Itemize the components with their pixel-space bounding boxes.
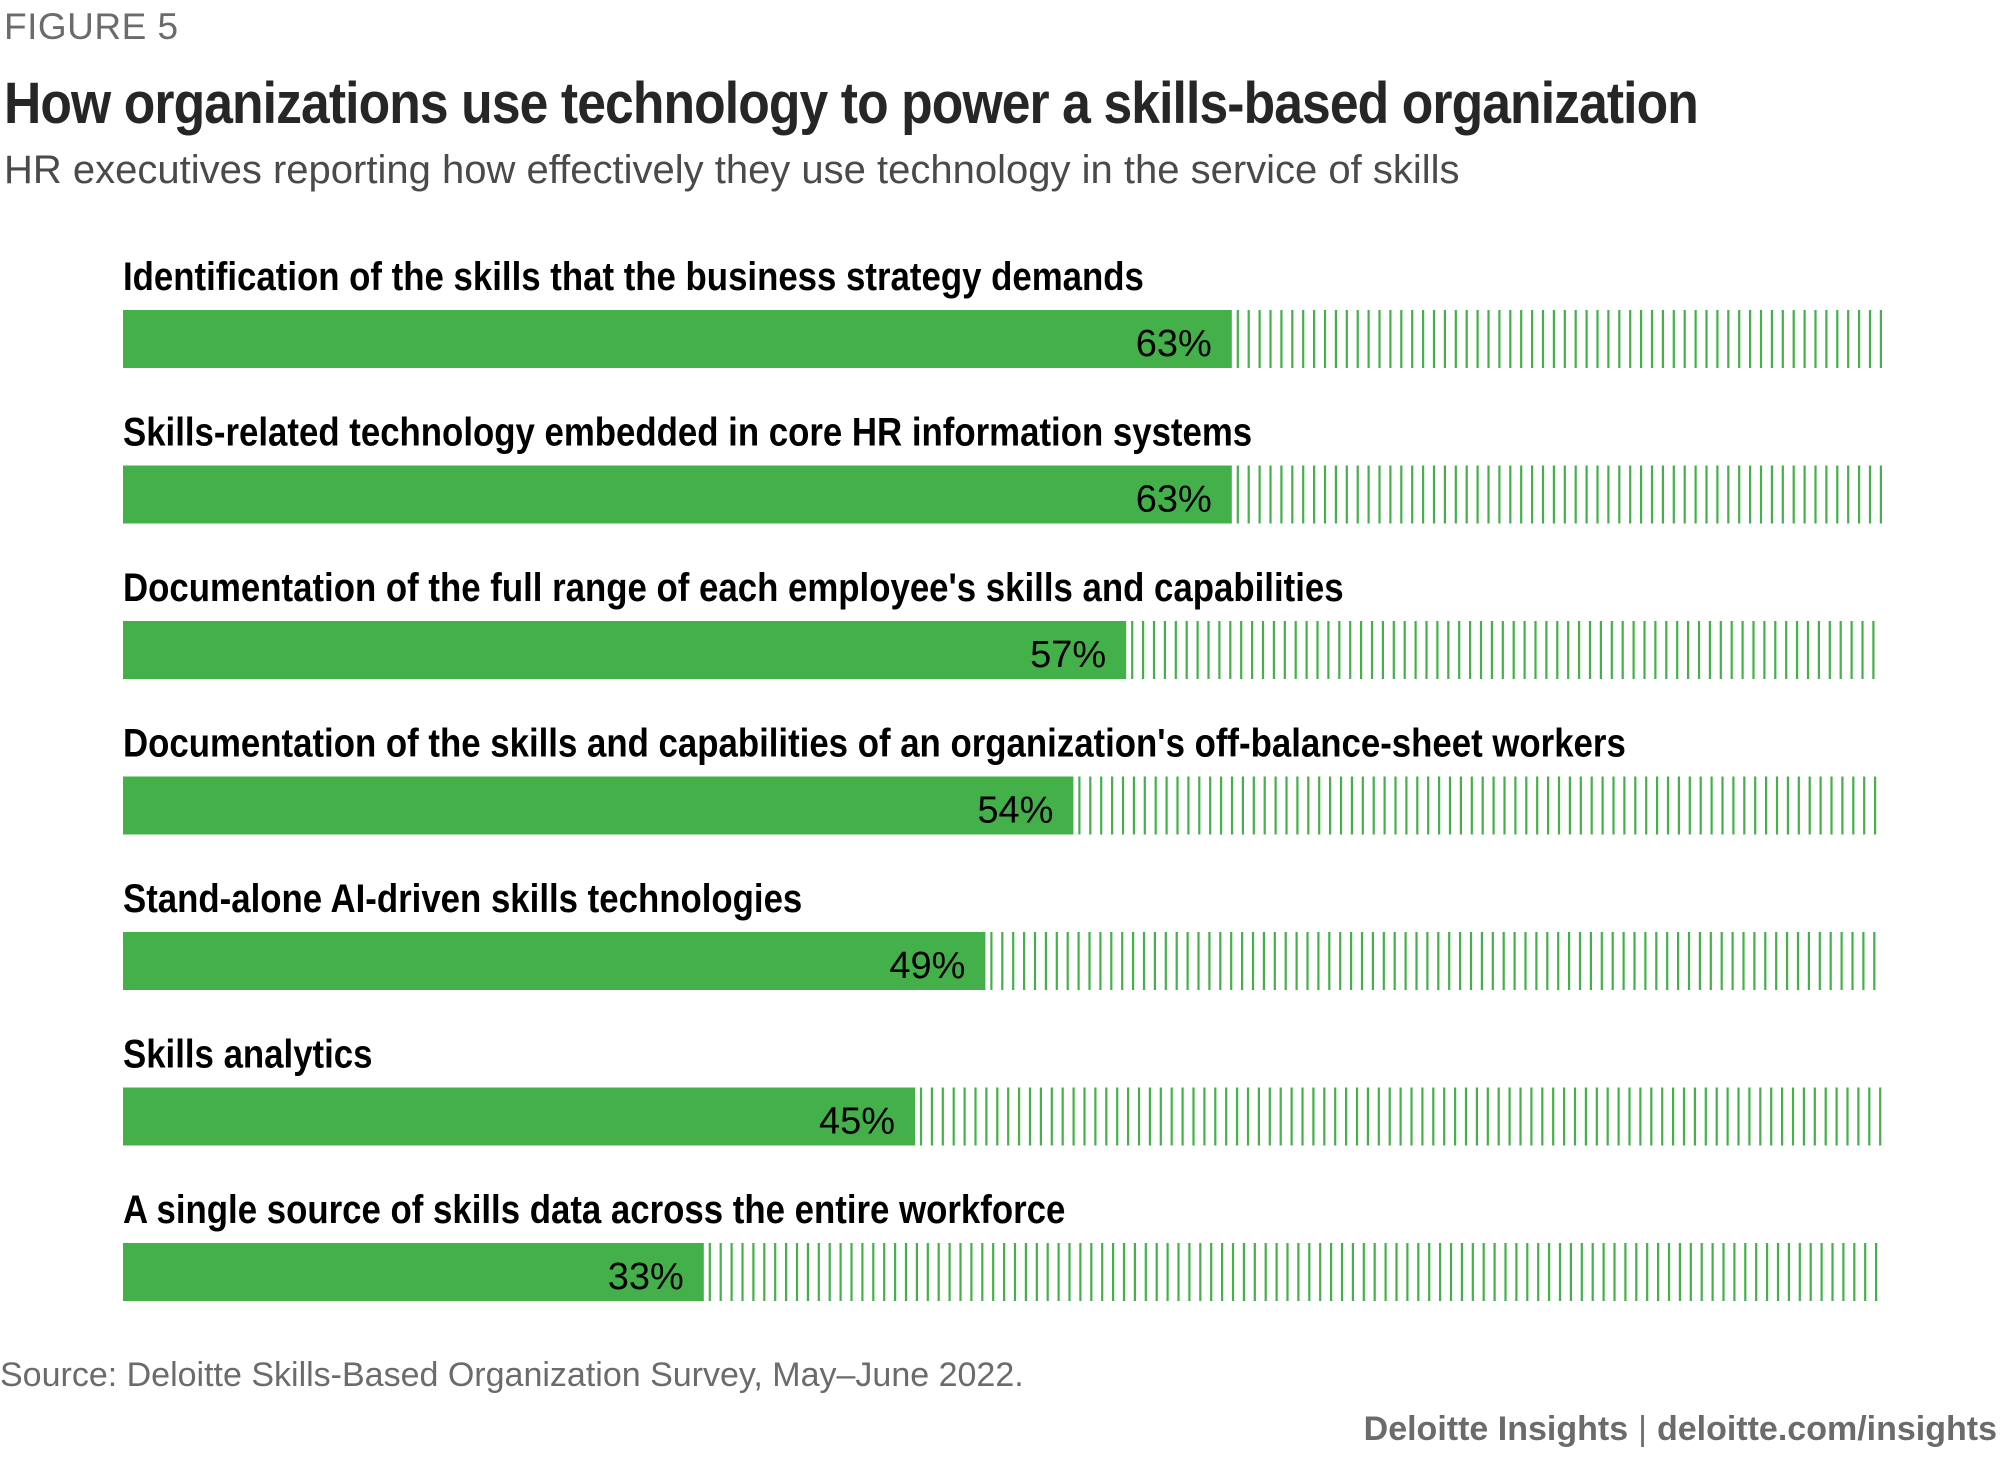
value-label: 45% bbox=[819, 1101, 895, 1143]
category-label: Stand-alone AI-driven skills technologie… bbox=[123, 876, 802, 921]
bar bbox=[123, 621, 1127, 679]
category-label: Identification of the skills that the bu… bbox=[123, 254, 1144, 299]
bar bbox=[123, 1243, 704, 1301]
figure-label: FIGURE 5 bbox=[4, 6, 179, 47]
category-label: Skills-related technology embedded in co… bbox=[123, 409, 1252, 454]
bar-remainder bbox=[1131, 621, 1875, 679]
bar bbox=[123, 465, 1232, 524]
bar-chart: Identification of the skills that the bu… bbox=[123, 254, 1883, 1301]
value-label: 63% bbox=[1136, 479, 1212, 521]
source-note: Source: Deloitte Skills-Based Organizati… bbox=[0, 1356, 1024, 1394]
footer-brand: Deloitte Insights bbox=[1363, 1410, 1629, 1448]
value-label: 33% bbox=[608, 1256, 684, 1298]
bar-remainder bbox=[1236, 465, 1883, 524]
bar bbox=[123, 932, 986, 990]
footer-separator: | bbox=[1638, 1410, 1647, 1448]
bar-remainder bbox=[1078, 776, 1877, 835]
bar-remainder bbox=[708, 1243, 1878, 1301]
bar bbox=[123, 1087, 915, 1146]
bar-remainder bbox=[1236, 310, 1883, 368]
bar-remainder bbox=[990, 932, 1876, 990]
bar-remainder bbox=[919, 1087, 1882, 1146]
footer-credit: Deloitte Insights | deloitte.com/insights bbox=[1364, 1410, 1997, 1449]
category-label: Documentation of the skills and capabili… bbox=[123, 720, 1626, 765]
category-label: Documentation of the full range of each … bbox=[123, 565, 1344, 610]
chart-subtitle: HR executives reporting how effectively … bbox=[4, 148, 1460, 192]
value-label: 49% bbox=[889, 945, 965, 987]
value-label: 57% bbox=[1030, 634, 1106, 676]
category-label: A single source of skills data across th… bbox=[123, 1187, 1065, 1232]
bar bbox=[123, 310, 1232, 368]
category-label: Skills analytics bbox=[123, 1031, 373, 1076]
chart-title: How organizations use technology to powe… bbox=[4, 71, 1699, 136]
value-label: 63% bbox=[1136, 323, 1212, 365]
bar bbox=[123, 776, 1074, 835]
value-label: 54% bbox=[977, 790, 1053, 832]
footer-url: deloitte.com/insights bbox=[1656, 1410, 1997, 1448]
